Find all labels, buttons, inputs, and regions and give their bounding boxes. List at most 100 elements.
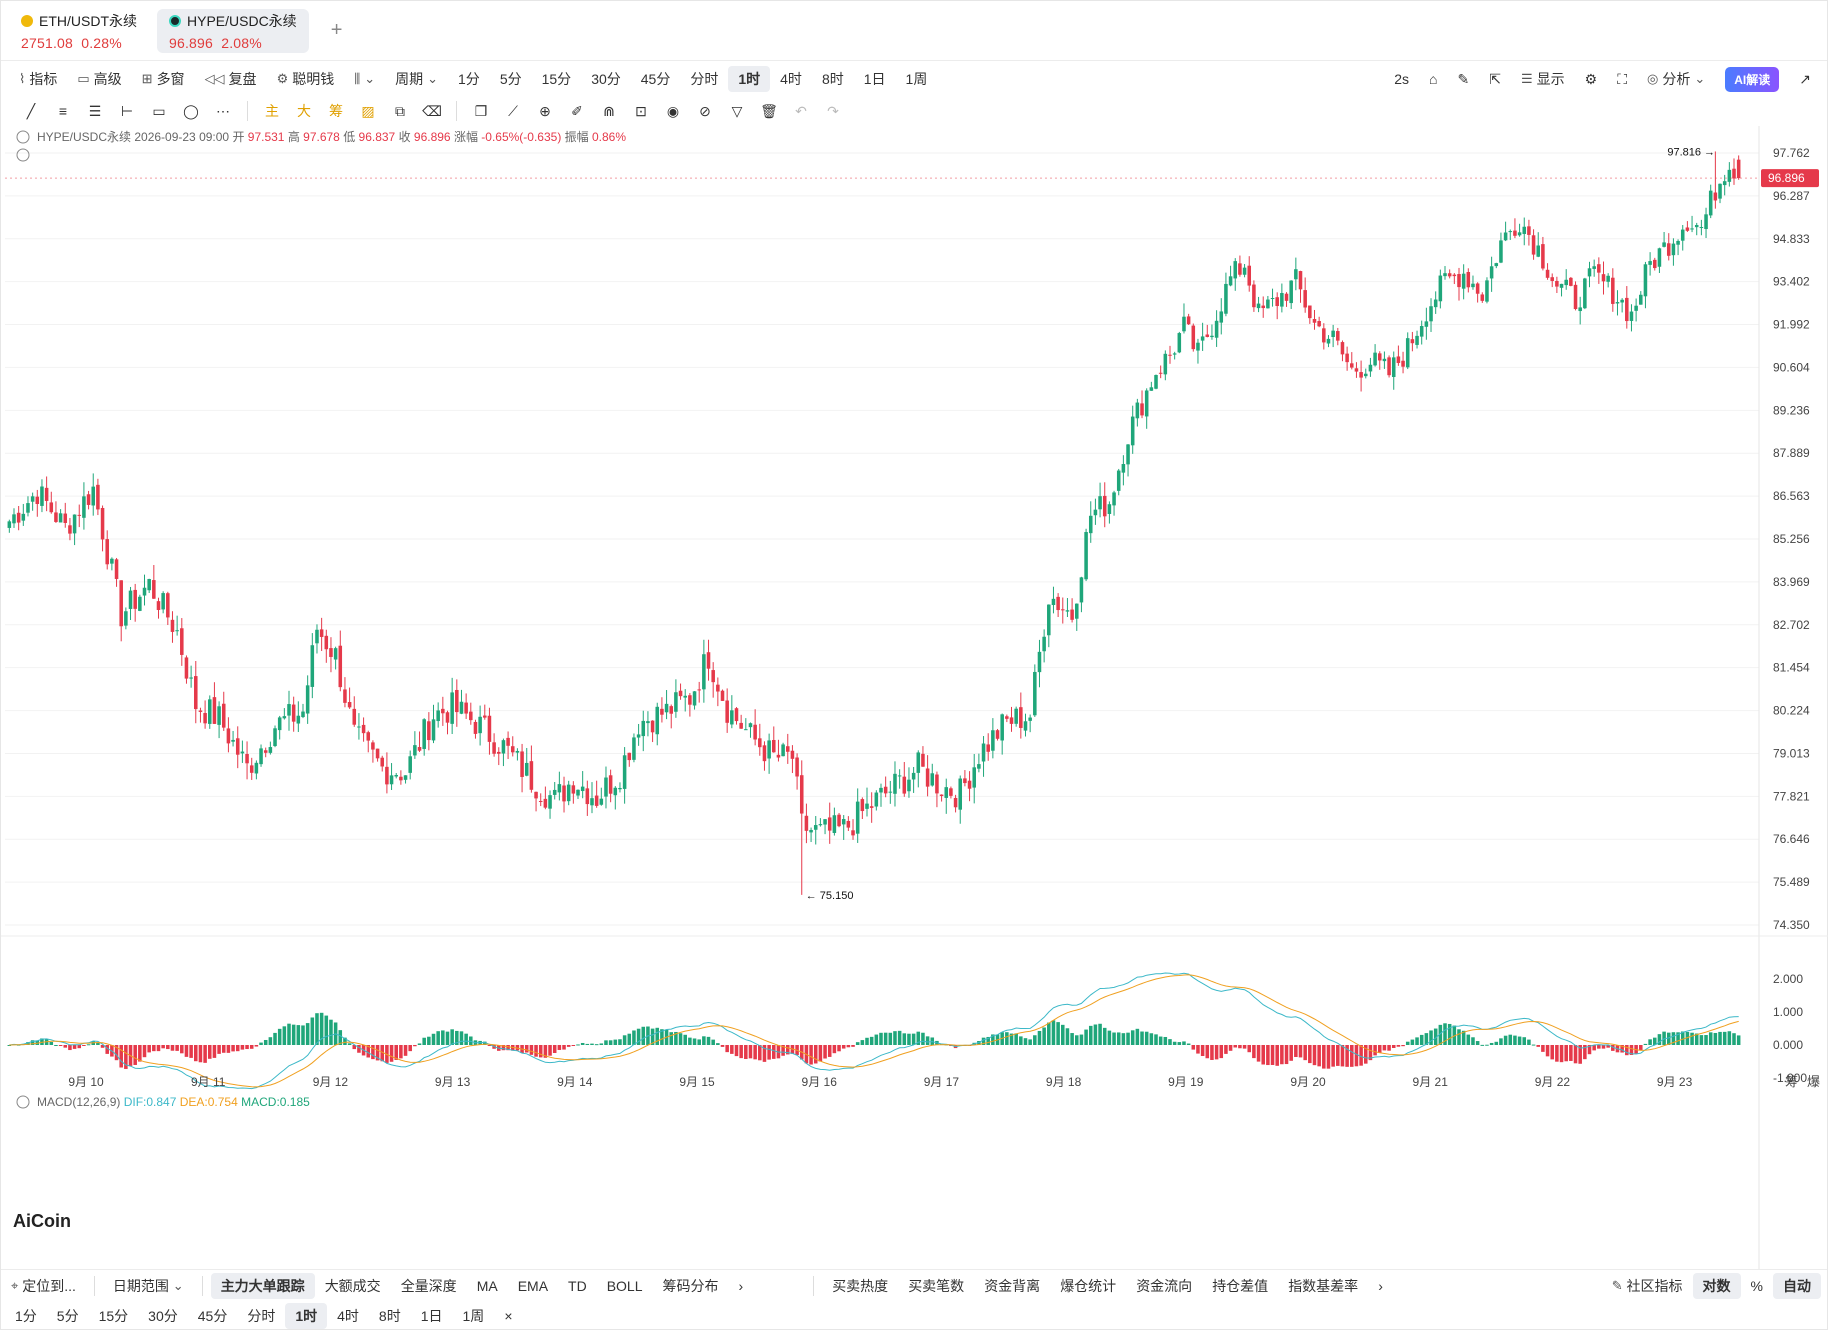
redo-icon[interactable]: ↷ [827,102,839,119]
lock-icon[interactable]: ⊡ [635,102,647,119]
refresh-interval[interactable]: 2s [1394,71,1410,87]
main-force-toggle[interactable]: 主 [265,103,279,119]
export-icon[interactable]: ⇱ [1489,70,1501,87]
period-分时[interactable]: 分时 [690,71,719,87]
indicator-tab[interactable]: 全量深度 [400,1277,457,1294]
brush-icon[interactable]: ✐ [571,102,583,119]
expand-icon[interactable] [16,148,30,162]
parallel-channel-icon[interactable]: ≡ [58,103,68,119]
multi-window-icon: ⊞ [141,71,153,86]
price-chart[interactable]: 97.816 → ← 75.150 97.762 96.287 94.833 93.40… [1,126,1828,1269]
pen-icon[interactable]: ✎ [1457,70,1470,87]
chart-type-button[interactable]: ⫼ ⌄ [344,66,385,92]
candle-body [1289,280,1293,304]
smart-money-button[interactable]: ⚙ 聪明钱 [267,66,345,92]
data-tab[interactable]: 持仓差值 [1212,1277,1269,1294]
candle-body [1093,509,1098,516]
data-tab[interactable]: 资金背离 [984,1277,1041,1294]
period-dropdown[interactable]: 周期 ⌄ [385,66,448,92]
date-range-dropdown[interactable]: 日期范围 ⌄ [112,1277,184,1294]
percent-button[interactable]: % [1750,1277,1763,1294]
horizontal-ray-icon[interactable]: ⊢ [120,102,134,119]
period-1分[interactable]: 1分 [458,71,480,87]
compare-icon[interactable]: ⧉ [395,102,405,119]
indicator-tab[interactable]: TD [568,1277,587,1294]
highlight-icon[interactable]: ▨ [361,102,375,119]
period-30分[interactable]: 30分 [591,71,621,87]
ai-button[interactable]: AI解读 [1715,66,1789,92]
filter-icon[interactable]: ▽ [731,102,743,119]
data-tab[interactable]: 买卖笔数 [908,1277,965,1294]
data-tab[interactable]: 爆仓统计 [1060,1277,1117,1294]
camera-icon[interactable]: ⌂ [1429,71,1438,87]
bottom-period-5分[interactable]: 5分 [56,1308,79,1324]
period-15分[interactable]: 15分 [541,71,572,87]
period-1周[interactable]: 1周 [905,71,928,87]
more-indicators-icon[interactable]: › [738,1277,744,1294]
period-8时[interactable]: 8时 [821,71,844,87]
bottom-period-1时[interactable]: 1时 [285,1303,328,1329]
bottom-period-1周[interactable]: 1周 [462,1308,485,1324]
add-tab-icon[interactable]: + [330,19,343,41]
macd-bar [641,1026,646,1045]
collapse-icon[interactable] [16,130,30,144]
zoom-icon[interactable]: ⊕ [539,102,551,119]
analysis-dropdown[interactable]: ◎ 分析 ⌄ [1637,66,1715,92]
locate-button[interactable]: ⌖ 定位到... [11,1277,76,1294]
undo-icon[interactable]: ↶ [795,102,807,119]
bottom-period-分时[interactable]: 分时 [247,1308,276,1324]
indicator-tab[interactable]: MA [476,1277,498,1294]
indicator-button[interactable]: ⌇ 指标 [9,66,67,92]
indicator-tab[interactable]: 筹码分布 [662,1277,719,1294]
ruler-icon[interactable]: ⟋ [508,102,518,119]
tab-eth-usdt[interactable]: ETH/USDT永续 2751.08 0.28% [9,9,149,53]
macd-bar [1722,1031,1727,1045]
magnet-icon[interactable]: ⋒ [603,102,615,119]
large-order-toggle[interactable]: 大 [297,103,311,119]
close-icon[interactable]: × [504,1308,513,1324]
indicator-tab[interactable]: 大额成交 [324,1277,381,1294]
bottom-period-15分[interactable]: 15分 [98,1308,129,1324]
hide-icon[interactable]: ⊘ [699,102,711,119]
data-tab[interactable]: 资金流向 [1136,1277,1193,1294]
copy-icon[interactable]: ❐ [474,102,488,119]
ellipse-icon[interactable]: ◯ [183,102,199,119]
bottom-period-30分[interactable]: 30分 [148,1308,178,1324]
indicator-tab[interactable]: EMA [517,1277,549,1294]
collapse-icon[interactable] [16,1095,30,1109]
multi-window-button[interactable]: ⊞ 多窗 [132,66,195,92]
lines-icon[interactable]: ☰ [88,102,102,119]
display-button[interactable]: ☰ 显示 [1511,66,1575,92]
bottom-period-45分[interactable]: 45分 [197,1308,228,1324]
period-1日[interactable]: 1日 [863,71,886,87]
trash-icon[interactable]: 🗑 [760,102,778,119]
replay-button[interactable]: ◁◁ 复盘 [195,66,267,92]
share-icon[interactable]: ↗ [1799,70,1811,87]
bottom-period-1分[interactable]: 1分 [15,1308,37,1324]
community-indicator-button[interactable]: ✎ 社区指标 [1611,1277,1683,1294]
more-icon[interactable]: ⋯ [216,102,230,119]
settings-icon[interactable]: ⚙ [1584,70,1598,87]
clear-drawing-icon[interactable]: ⌫ [422,102,442,119]
indicator-tab[interactable]: BOLL [606,1277,643,1294]
data-tab[interactable]: 指数基差率 [1288,1277,1359,1294]
period-1时[interactable]: 1时 [728,66,771,92]
auto-scale-button[interactable]: 自动 [1773,1272,1821,1299]
more-data-icon[interactable]: › [1378,1277,1383,1294]
bottom-period-4时[interactable]: 4时 [337,1308,359,1324]
period-5分[interactable]: 5分 [499,71,522,87]
bottom-period-1日[interactable]: 1日 [420,1308,443,1324]
fullscreen-icon[interactable]: ⛶ [1617,70,1627,87]
indicator-tab[interactable]: 主力大单跟踪 [210,1272,315,1299]
data-tab[interactable]: 买卖热度 [832,1277,889,1294]
visibility-icon[interactable]: ◉ [666,102,680,119]
rectangle-icon[interactable]: ▭ [152,102,166,119]
advanced-button[interactable]: ▭ 高级 [67,66,131,92]
log-scale-button[interactable]: 对数 [1692,1272,1741,1299]
trend-line-icon[interactable]: ╱ [26,102,36,119]
chip-toggle[interactable]: 筹 [329,103,343,119]
tab-hype-usdc[interactable]: HYPE/USDC永续 96.896 2.08% [157,8,309,53]
period-4时[interactable]: 4时 [780,71,802,87]
period-45分[interactable]: 45分 [640,71,671,87]
bottom-period-8时[interactable]: 8时 [378,1308,401,1324]
